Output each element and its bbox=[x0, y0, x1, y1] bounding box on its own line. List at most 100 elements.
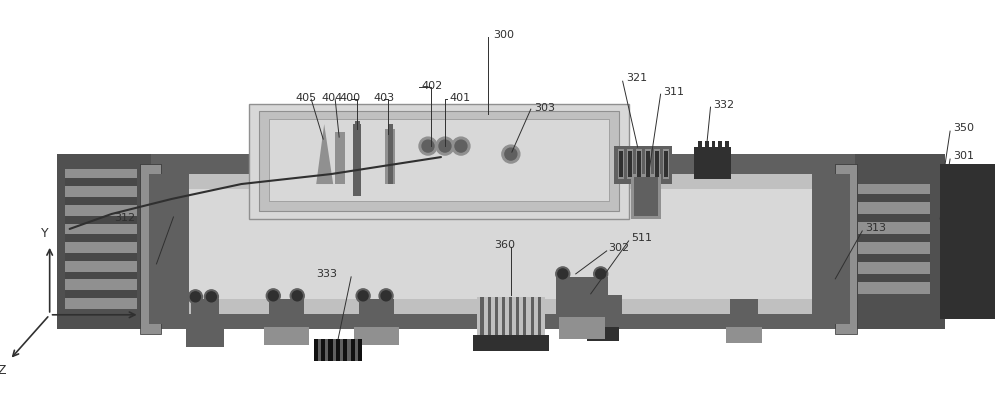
Bar bbox=[940, 165, 995, 319]
Bar bbox=[812, 175, 837, 314]
Bar bbox=[65, 272, 137, 280]
Text: Y: Y bbox=[41, 227, 48, 240]
Circle shape bbox=[379, 289, 393, 303]
Circle shape bbox=[356, 289, 370, 303]
Bar bbox=[65, 198, 137, 205]
Circle shape bbox=[596, 269, 606, 279]
Bar bbox=[340, 339, 343, 361]
Bar bbox=[636, 150, 642, 179]
Bar bbox=[502, 297, 505, 335]
Bar bbox=[619, 152, 623, 178]
Circle shape bbox=[455, 141, 467, 153]
Bar bbox=[730, 299, 758, 327]
Bar bbox=[705, 142, 709, 149]
Circle shape bbox=[268, 291, 278, 301]
Bar bbox=[281, 128, 511, 192]
Bar bbox=[65, 234, 137, 243]
Bar bbox=[388, 125, 393, 185]
Bar bbox=[269, 299, 304, 327]
Circle shape bbox=[190, 292, 200, 302]
Bar bbox=[325, 339, 328, 361]
Bar bbox=[835, 175, 850, 324]
Bar bbox=[618, 150, 624, 179]
Circle shape bbox=[502, 146, 520, 164]
Polygon shape bbox=[316, 125, 333, 185]
Bar bbox=[858, 194, 930, 203]
Bar bbox=[191, 299, 219, 329]
Bar bbox=[249, 105, 629, 220]
Bar bbox=[65, 179, 137, 187]
Bar bbox=[858, 234, 930, 243]
Bar bbox=[65, 253, 137, 261]
Circle shape bbox=[292, 291, 302, 301]
Bar bbox=[858, 274, 930, 283]
Circle shape bbox=[204, 290, 218, 304]
Bar bbox=[355, 339, 358, 361]
Bar bbox=[164, 175, 838, 314]
Text: 312: 312 bbox=[115, 213, 136, 222]
Circle shape bbox=[556, 267, 570, 281]
Text: Z: Z bbox=[0, 363, 6, 376]
Text: 313: 313 bbox=[865, 222, 886, 232]
Bar bbox=[495, 297, 498, 335]
Circle shape bbox=[381, 291, 391, 301]
Bar bbox=[509, 297, 512, 335]
Bar bbox=[628, 152, 632, 178]
Bar bbox=[694, 148, 731, 179]
Bar bbox=[654, 150, 660, 179]
Bar bbox=[488, 297, 491, 335]
Bar bbox=[855, 155, 945, 329]
Circle shape bbox=[206, 292, 216, 302]
Bar bbox=[186, 329, 224, 347]
Bar bbox=[858, 185, 930, 294]
Bar bbox=[584, 295, 622, 327]
Text: 360: 360 bbox=[494, 239, 515, 249]
Bar bbox=[531, 297, 534, 335]
Bar bbox=[385, 130, 395, 185]
Text: 300: 300 bbox=[493, 30, 514, 40]
Circle shape bbox=[558, 269, 568, 279]
Text: 400: 400 bbox=[339, 93, 360, 103]
Circle shape bbox=[358, 291, 368, 301]
Bar bbox=[631, 175, 661, 220]
Circle shape bbox=[188, 290, 202, 304]
Bar bbox=[65, 216, 137, 224]
Bar bbox=[140, 165, 161, 334]
Bar bbox=[314, 339, 362, 361]
Bar bbox=[835, 165, 857, 334]
Bar bbox=[164, 175, 189, 314]
Bar bbox=[559, 317, 605, 339]
Circle shape bbox=[419, 138, 437, 156]
Bar bbox=[718, 142, 722, 149]
Circle shape bbox=[290, 289, 304, 303]
Bar bbox=[164, 179, 189, 309]
Bar bbox=[646, 152, 650, 178]
Bar bbox=[353, 125, 361, 196]
Bar bbox=[858, 254, 930, 263]
Bar bbox=[627, 150, 633, 179]
Text: 302: 302 bbox=[609, 242, 630, 252]
Circle shape bbox=[452, 138, 470, 156]
Bar bbox=[473, 335, 549, 351]
Bar bbox=[523, 297, 526, 335]
Bar bbox=[587, 327, 619, 341]
Bar bbox=[477, 297, 545, 335]
Bar bbox=[614, 147, 672, 185]
Bar bbox=[149, 175, 164, 324]
Text: 333: 333 bbox=[316, 268, 337, 278]
Bar bbox=[347, 339, 351, 361]
Text: 405: 405 bbox=[295, 93, 316, 103]
Text: 332: 332 bbox=[714, 100, 735, 110]
Text: 402: 402 bbox=[421, 81, 442, 91]
Circle shape bbox=[594, 267, 608, 281]
Text: 301: 301 bbox=[953, 151, 974, 161]
Bar bbox=[335, 133, 345, 185]
Circle shape bbox=[439, 141, 451, 153]
Bar bbox=[634, 178, 658, 216]
Circle shape bbox=[505, 149, 517, 161]
Bar bbox=[655, 152, 659, 178]
Text: 401: 401 bbox=[449, 93, 470, 103]
Bar bbox=[333, 339, 336, 361]
Bar bbox=[314, 339, 362, 361]
Bar bbox=[645, 150, 651, 179]
